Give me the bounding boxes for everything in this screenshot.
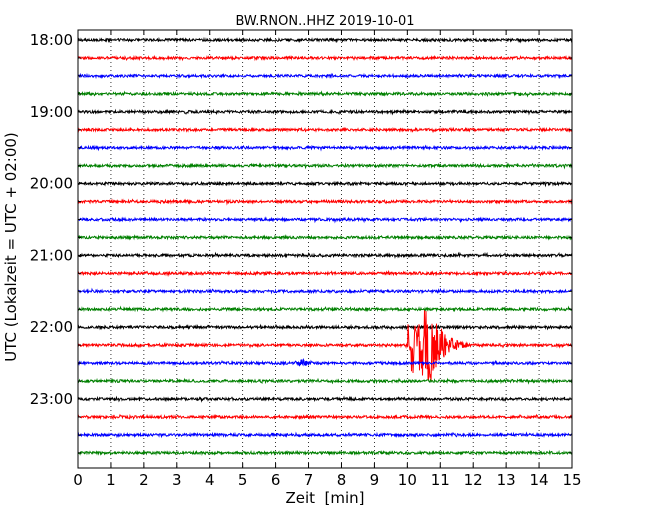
y-tick-label: 19:00	[30, 103, 73, 121]
seismogram-trace	[77, 108, 573, 116]
seismogram-trace	[77, 269, 573, 277]
y-tick-label: 20:00	[30, 175, 73, 193]
x-tick-label: 13	[497, 471, 516, 489]
seismogram-trace	[77, 216, 573, 224]
x-tick-label: 2	[139, 471, 149, 489]
x-axis-label: Zeit [min]	[285, 489, 364, 507]
seismogram-trace	[77, 395, 573, 403]
seismogram-trace	[77, 449, 573, 457]
axes	[77, 29, 573, 469]
y-tick-label: 21:00	[30, 246, 73, 264]
seismogram-trace	[77, 287, 573, 295]
y-tick-label: 18:00	[30, 31, 73, 49]
plot-frame	[77, 29, 573, 469]
x-tick-label: 15	[562, 471, 581, 489]
seismogram-trace	[77, 323, 573, 332]
seismogram-trace	[77, 357, 573, 367]
seismogram-trace	[77, 54, 573, 62]
y-axis-ticks: 18:00 19:00 20:00 21:00 22:00 23:00	[30, 31, 572, 454]
x-tick-label: 6	[271, 471, 281, 489]
seismogram-trace	[77, 90, 573, 98]
seismogram-trace	[77, 162, 573, 170]
x-axis-ticks: 0 1 2 3 4 5 6 7 8 9 10 11 12 13 14 15	[73, 30, 582, 489]
x-tick-label: 14	[530, 471, 549, 489]
seismogram-trace	[77, 305, 573, 313]
x-tick-label: 12	[464, 471, 483, 489]
x-tick-label: 8	[337, 471, 347, 489]
x-tick-label: 0	[73, 471, 83, 489]
seismogram-trace	[77, 431, 573, 439]
seismogram-trace	[77, 126, 573, 134]
seismogram-trace	[77, 310, 573, 382]
y-tick-label: 22:00	[30, 318, 73, 336]
trace-group	[77, 36, 573, 457]
seismogram-trace	[77, 413, 573, 421]
x-tick-label: 4	[205, 471, 215, 489]
seismogram-trace	[77, 72, 573, 80]
x-tick-label: 5	[238, 471, 248, 489]
x-tick-label: 11	[431, 471, 450, 489]
seismogram-trace	[77, 180, 573, 188]
grid-lines	[110, 30, 540, 468]
y-tick-label: 23:00	[30, 390, 73, 408]
x-tick-label: 7	[304, 471, 314, 489]
seismogram-trace	[77, 198, 573, 206]
y-axis-label: UTC (Lokalzeit = UTC + 02:00)	[2, 132, 20, 362]
seismogram-trace	[77, 377, 573, 385]
seismogram-trace	[77, 144, 573, 152]
seismogram-trace	[77, 234, 573, 241]
seismogram-trace	[77, 36, 573, 44]
x-tick-label: 9	[370, 471, 380, 489]
x-tick-label: 1	[106, 471, 116, 489]
chart-title: BW.RNON..HHZ 2019-10-01	[235, 14, 414, 29]
x-tick-label: 3	[172, 471, 182, 489]
seismogram-trace	[77, 251, 573, 259]
x-tick-label: 10	[398, 471, 417, 489]
